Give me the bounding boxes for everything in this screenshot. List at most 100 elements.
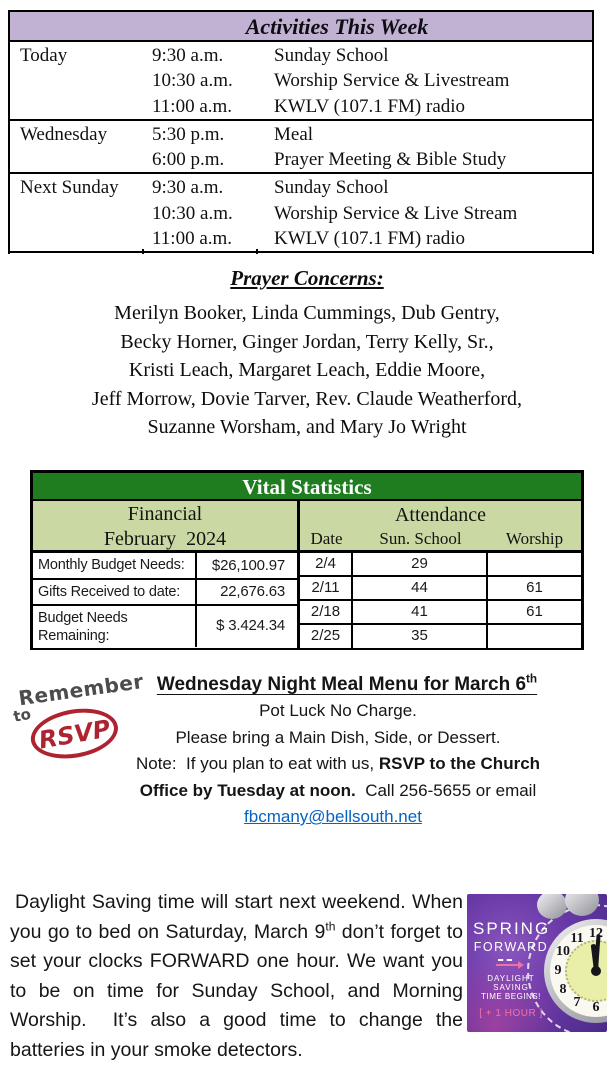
attendance-date: 2/11 [300,577,353,599]
attendance-date: 2/4 [300,553,353,575]
activities-day: Next Sunday [20,177,119,199]
activity-time: 9:30 a.m. [152,45,224,66]
vital-statistics-title: Vital Statistics [33,473,581,501]
activities-group-wednesday: Wednesday 5:30 p.m. Meal 6:00 p.m. Praye… [10,118,592,173]
arrow-dash [498,959,512,961]
meal-heading-text: Wednesday Night Meal Menu for March 6 [156,674,527,695]
attendance-row: 2/18 41 61 [300,601,581,625]
clock-number: 10 [556,944,570,959]
activities-table: Activities This Week Today 9:30 a.m. Sun… [8,10,594,254]
meal-heading-superscript: th [526,672,538,686]
attendance-col-worship: Worship [505,529,564,548]
activities-line: 11:00 a.m. KWLV (107.1 FM) radio [144,94,592,119]
activity-desc: Worship Service & Live Stream [274,202,518,224]
activities-group-next-sunday: Next Sunday 9:30 a.m. Sunday School 10:3… [10,172,592,251]
attendance-date: 2/25 [300,625,353,648]
activity-time: 10:30 a.m. [152,70,233,92]
attendance-worship [488,553,581,575]
activities-lines: 9:30 a.m. Sunday School 10:30 a.m. Worsh… [144,42,592,119]
attendance-col-sun-school: Sun. School [379,529,462,548]
clock-center-dot [591,966,601,976]
financial-row: Monthly Budget Needs: $26,100.97 [33,553,297,580]
prayer-concerns-names: Merilyn Booker, Linda Cummings, Dub Gent… [0,299,614,442]
activity-desc: Sunday School [274,45,389,66]
table-column-tick [142,249,144,254]
activities-lines: 5:30 p.m. Meal 6:00 p.m. Prayer Meeting … [144,121,592,173]
vital-statistics-table: Vital Statistics Financial February 2024… [30,470,584,650]
attendance-date: 2/18 [300,601,353,623]
activity-desc: Sunday School [274,177,389,199]
meal-note-bold: RSVP to the Church [378,754,541,773]
table-column-tick [256,249,258,254]
attendance-column-headers: Date Sun. School Worship [300,528,581,552]
activity-time: 6:00 p.m. [152,149,225,171]
activities-line: 5:30 p.m. Meal [144,121,592,147]
clock-number: 7 [573,995,581,1010]
meal-menu-heading: Wednesday Night Meal Menu for March 6th [0,672,614,698]
meal-office-regular: Call 256-5655 or email [355,780,537,800]
rsvp-oval-badge: RSVP [26,702,122,765]
clock-number: 9 [554,963,562,978]
financial-heading: Financial February 2024 [33,501,300,550]
meal-menu-section: Remember to RSVP Wednesday Night Meal Me… [0,669,614,831]
meal-line-bring: Please bring a Main Dish, Side, or Desse… [175,727,501,747]
rsvp-stamp: Remember to RSVP [10,669,145,775]
saving-text: SAVING [493,983,529,992]
activity-desc: Prayer Meeting & Bible Study [274,149,507,171]
activity-time: 5:30 p.m. [152,123,225,145]
activities-line: 10:30 a.m. Worship Service & Live Stream [144,201,592,226]
meal-line-office: Office by Tuesday at noon. Call 256-5655… [0,778,614,805]
financial-label: Gifts Received to date: [33,580,197,604]
prayer-line: Kristi Leach, Margaret Leach, Eddie Moor… [128,359,486,381]
attendance-sun-school: 41 [353,601,488,623]
prayer-line: Suzanne Worsham, and Mary Jo Wright [147,416,467,438]
table-edge-tick [8,249,10,254]
time-begins-text: TIME BEGINS! [481,992,541,1001]
forward-text: FORWARD [473,940,549,954]
attendance-data: 2/4 29 2/11 44 61 2/18 41 61 2/25 35 [300,553,581,648]
activity-time: 9:30 a.m. [152,177,224,199]
prayer-concerns-title: Prayer Concerns: [230,266,384,290]
financial-value: 22,676.63 [220,583,285,600]
activity-desc: Worship Service & Livestream [274,70,510,92]
activities-day: Wednesday [20,123,108,145]
meal-note-regular: Note: If you plan to eat with us, [135,754,379,773]
financial-data: Monthly Budget Needs: $26,100.97 Gifts R… [33,553,300,648]
financial-label: Monthly Budget Needs: [33,553,197,578]
activities-title: Activities This Week [10,12,592,42]
alarm-clock-bell-icon [537,894,567,919]
activities-group-today: Today 9:30 a.m. Sunday School 10:30 a.m.… [10,42,592,119]
financial-row: Gifts Received to date: 22,676.63 [33,580,297,606]
prayer-line: Jeff Morrow, Dovie Tarver, Rev. Claude W… [91,387,523,410]
attendance-sun-school: 35 [353,625,488,648]
alarm-clock-bell-icon [565,894,599,916]
activities-line: 10:30 a.m. Worship Service & Livestream [144,68,592,93]
financial-row: Budget Needs Remaining: $ 3.424.34 [33,606,297,647]
activities-lines: 9:30 a.m. Sunday School 10:30 a.m. Worsh… [144,174,592,251]
dst-text-before: Daylight Saving time will start next wee… [10,891,469,943]
activity-desc: KWLV (107.1 FM) radio [274,95,466,117]
attendance-col-date: Date [310,529,343,548]
meal-office-bold: Office by Tuesday at noon. [139,780,356,800]
clock-number: 8 [559,982,567,997]
prayer-line: Becky Horner, Ginger Jordan, Terry Kelly… [120,330,494,353]
plus-one-hour-text: [ + 1 HOUR ] [479,1008,543,1019]
activities-line: 9:30 a.m. Sunday School [144,42,592,68]
activity-time: 11:00 a.m. [152,95,233,117]
activity-time: 10:30 a.m. [152,202,233,224]
activities-line: 11:00 a.m. KWLV (107.1 FM) radio [144,226,592,251]
attendance-row: 2/25 35 [300,625,581,648]
clock-number: 11 [570,931,584,946]
attendance-worship: 61 [526,603,543,620]
email-link[interactable]: fbcmany@bellsouth.net [244,807,422,826]
financial-value: $26,100.97 [211,557,285,574]
activities-line: 9:30 a.m. Sunday School [144,174,592,200]
financial-value: $ 3.424.34 [216,617,285,634]
attendance-sun-school: 44 [353,577,488,599]
vital-statistics-subheaders: Financial February 2024 Attendance Date … [33,501,581,553]
meal-line-note: Note: If you plan to eat with us, RSVP t… [0,751,614,778]
table-edge-tick [592,249,594,254]
attendance-title: Attendance [394,504,487,526]
prayer-line: Merilyn Booker, Linda Cummings, Dub Gent… [114,302,500,324]
